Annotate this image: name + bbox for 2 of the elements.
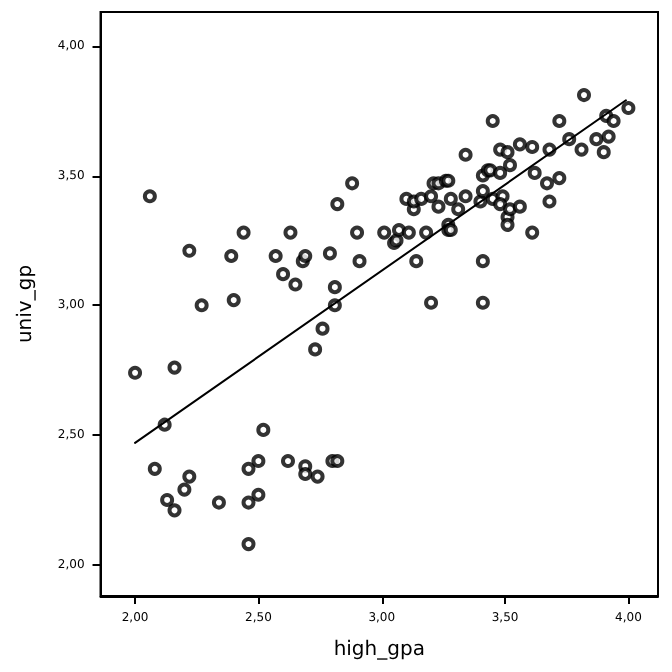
x-axis-title: high_gpa <box>333 639 425 661</box>
y-axis-title: univ_gp <box>15 264 37 344</box>
